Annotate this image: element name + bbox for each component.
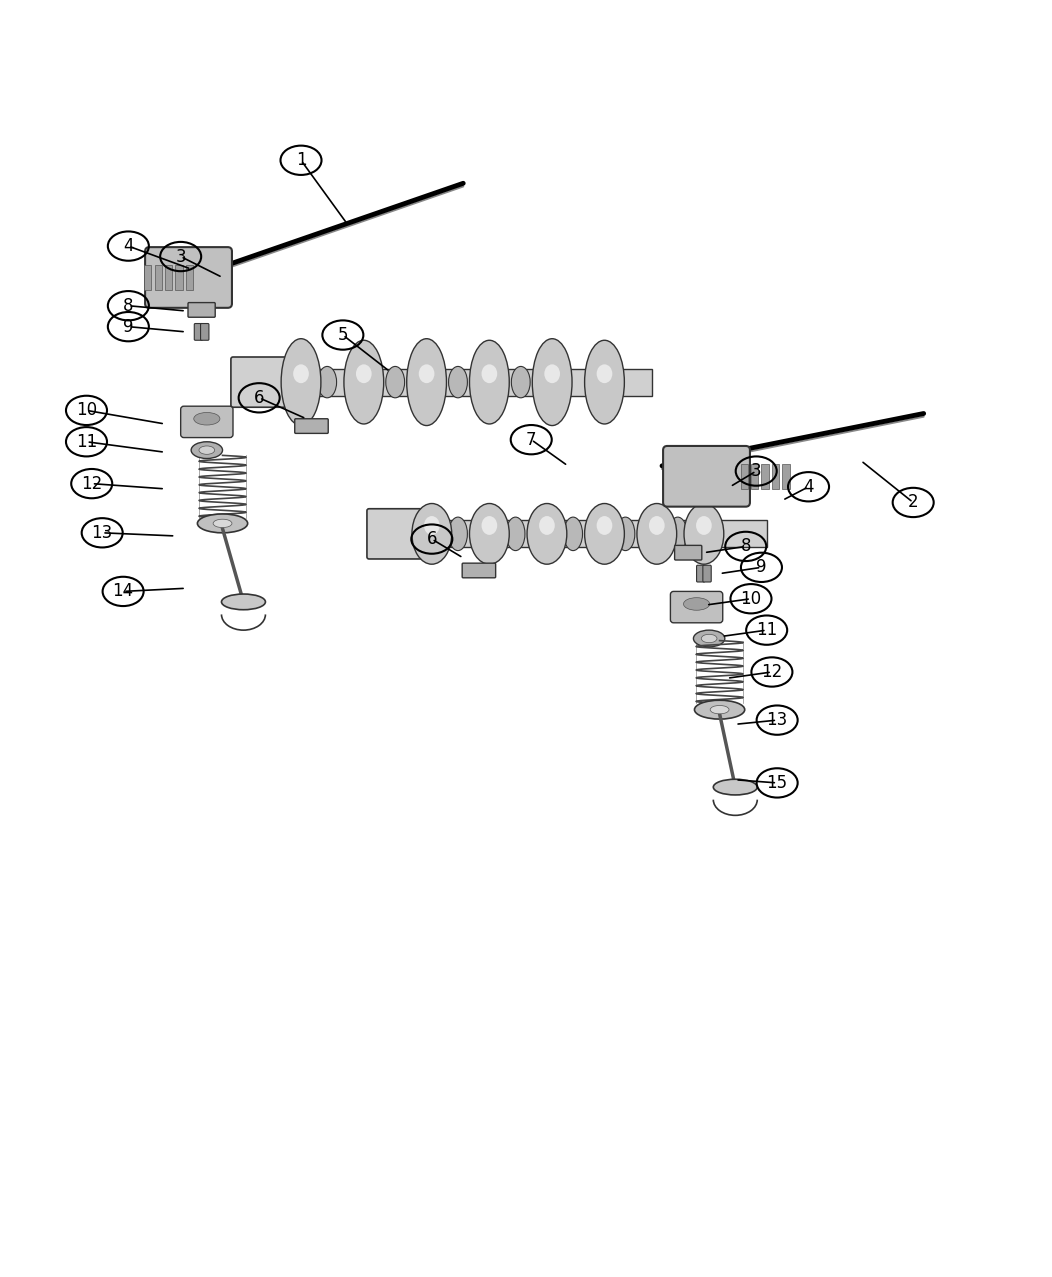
Bar — [772, 464, 780, 489]
Ellipse shape — [511, 366, 530, 398]
Ellipse shape — [585, 340, 625, 424]
Text: 15: 15 — [767, 774, 788, 792]
Ellipse shape — [710, 705, 729, 714]
Ellipse shape — [407, 338, 446, 425]
Ellipse shape — [281, 338, 321, 425]
Bar — [176, 264, 183, 290]
Ellipse shape — [544, 364, 560, 383]
Ellipse shape — [702, 635, 717, 642]
Ellipse shape — [222, 594, 265, 609]
Bar — [155, 264, 162, 290]
Text: 2: 2 — [908, 493, 918, 512]
Bar — [232, 369, 651, 396]
Text: 13: 13 — [92, 524, 113, 541]
Ellipse shape — [469, 503, 509, 564]
Text: 11: 11 — [756, 621, 777, 638]
Ellipse shape — [585, 503, 625, 564]
FancyBboxPatch shape — [181, 406, 232, 438]
Ellipse shape — [596, 364, 612, 383]
Ellipse shape — [469, 340, 509, 424]
Ellipse shape — [694, 700, 745, 719]
Text: 6: 6 — [254, 388, 264, 407]
Ellipse shape — [199, 446, 215, 455]
Ellipse shape — [527, 503, 567, 564]
Text: 14: 14 — [113, 582, 134, 600]
Ellipse shape — [318, 366, 337, 398]
Ellipse shape — [596, 516, 612, 535]
Text: 5: 5 — [338, 326, 348, 344]
FancyBboxPatch shape — [295, 419, 328, 433]
Text: 1: 1 — [296, 151, 306, 170]
Bar — [144, 264, 151, 290]
Ellipse shape — [356, 364, 371, 383]
Ellipse shape — [482, 364, 498, 383]
Ellipse shape — [616, 517, 634, 550]
Text: 13: 13 — [767, 711, 788, 729]
FancyBboxPatch shape — [188, 303, 216, 317]
Text: 3: 3 — [176, 248, 186, 266]
Bar — [751, 464, 758, 489]
Ellipse shape — [668, 517, 687, 550]
Text: 10: 10 — [741, 590, 762, 608]
Text: 12: 12 — [762, 663, 783, 681]
Ellipse shape — [696, 516, 712, 535]
Text: 3: 3 — [751, 462, 762, 480]
Text: 9: 9 — [756, 558, 767, 576]
Text: 11: 11 — [76, 433, 97, 451]
Ellipse shape — [649, 516, 665, 535]
Text: 7: 7 — [526, 430, 537, 448]
FancyBboxPatch shape — [462, 563, 495, 577]
FancyBboxPatch shape — [201, 323, 209, 340]
Text: 6: 6 — [426, 530, 437, 548]
Ellipse shape — [636, 503, 676, 564]
Text: 4: 4 — [123, 238, 134, 255]
Ellipse shape — [684, 598, 710, 610]
FancyBboxPatch shape — [367, 508, 424, 559]
Bar — [186, 264, 194, 290]
Ellipse shape — [532, 338, 572, 425]
FancyBboxPatch shape — [670, 591, 723, 623]
Ellipse shape — [713, 779, 757, 796]
Text: 4: 4 — [804, 478, 814, 495]
Ellipse shape — [684, 503, 724, 564]
Ellipse shape — [564, 517, 583, 550]
Ellipse shape — [198, 513, 247, 533]
Ellipse shape — [294, 364, 309, 383]
Ellipse shape — [424, 516, 440, 535]
Ellipse shape — [194, 412, 220, 425]
Ellipse shape — [386, 366, 405, 398]
Ellipse shape — [448, 366, 467, 398]
Ellipse shape — [412, 503, 451, 564]
Text: 9: 9 — [123, 318, 134, 336]
Ellipse shape — [482, 516, 498, 535]
Ellipse shape — [448, 517, 467, 550]
Bar — [369, 520, 767, 548]
Text: 12: 12 — [81, 475, 102, 493]
FancyBboxPatch shape — [145, 248, 231, 308]
Ellipse shape — [419, 364, 434, 383]
Bar — [165, 264, 173, 290]
Ellipse shape — [214, 520, 231, 527]
Text: 8: 8 — [123, 296, 134, 314]
FancyBboxPatch shape — [696, 566, 705, 582]
Bar — [741, 464, 748, 489]
FancyBboxPatch shape — [674, 545, 702, 561]
Ellipse shape — [693, 630, 725, 647]
Text: 8: 8 — [741, 538, 751, 555]
Text: 10: 10 — [76, 401, 97, 419]
FancyBboxPatch shape — [230, 358, 298, 407]
FancyBboxPatch shape — [703, 566, 711, 582]
Ellipse shape — [539, 516, 554, 535]
Bar — [762, 464, 769, 489]
Bar — [783, 464, 790, 489]
FancyBboxPatch shape — [195, 323, 203, 340]
Ellipse shape — [344, 340, 384, 424]
Ellipse shape — [506, 517, 525, 550]
Ellipse shape — [191, 442, 223, 458]
FancyBboxPatch shape — [663, 446, 750, 507]
